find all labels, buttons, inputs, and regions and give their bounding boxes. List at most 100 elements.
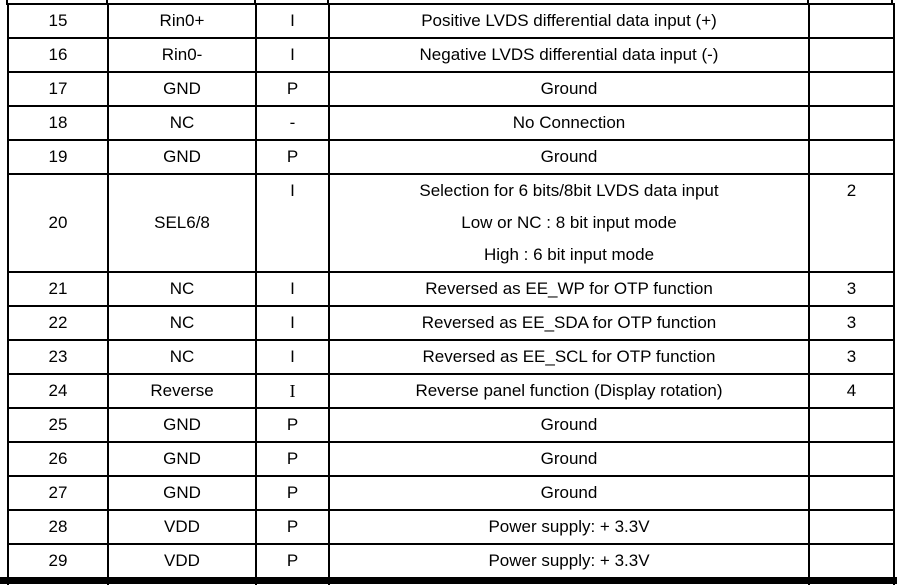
table-row: 18 NC - No Connection <box>7 105 895 141</box>
description-cell: Reverse panel function (Display rotation… <box>328 373 810 409</box>
description-cell: Positive LVDS differential data input (+… <box>328 3 810 39</box>
symbol-cell: GND <box>107 139 257 175</box>
description-cell: Ground <box>328 407 810 443</box>
description-line: Ground <box>540 147 598 166</box>
table-row: 17 GND P Ground <box>7 71 895 107</box>
table-row: 26 GND P Ground <box>7 441 895 477</box>
remark-cell: 4 <box>808 373 895 409</box>
io-cell: P <box>255 71 330 107</box>
remark-cell: 2 <box>808 173 895 273</box>
pin-number-cell: 18 <box>7 105 109 141</box>
table-row: 16 Rin0- I Negative LVDS differential da… <box>7 37 895 73</box>
symbol-cell: Reverse <box>107 373 257 409</box>
description-line: No Connection <box>512 113 626 132</box>
table-row: 28 VDD P Power supply: + 3.3V <box>7 509 895 545</box>
grid-line-stub <box>891 0 893 5</box>
table-row: 24 Reverse I Reverse panel function (Dis… <box>7 373 895 409</box>
description-cell: Ground <box>328 71 810 107</box>
symbol-cell: VDD <box>107 509 257 545</box>
remark-cell <box>808 441 895 477</box>
description-line: Selection for 6 bits/8bit LVDS data inpu… <box>419 181 719 200</box>
description-cell: Selection for 6 bits/8bit LVDS data inpu… <box>328 173 810 273</box>
grid-line-stub <box>106 0 108 5</box>
description-cell: Reversed as EE_SDA for OTP function <box>328 305 810 341</box>
description-cell: Ground <box>328 475 810 511</box>
description-line: Low or NC : 8 bit input mode <box>461 213 677 232</box>
remark-cell <box>808 71 895 107</box>
pin-number-cell: 27 <box>7 475 109 511</box>
symbol-cell: NC <box>107 305 257 341</box>
description-line: Ground <box>540 483 598 502</box>
io-cell: P <box>255 139 330 175</box>
io-cell: I <box>255 271 330 307</box>
description-line: Reversed as EE_SCL for OTP function <box>422 347 716 366</box>
io-cell: I <box>255 305 330 341</box>
pin-assignment-table: 15 Rin0+ I Positive LVDS differential da… <box>7 3 895 585</box>
grid-line-stub <box>327 0 329 5</box>
remark-cell <box>808 509 895 545</box>
description-line: Power supply: + 3.3V <box>488 551 650 570</box>
symbol-cell: Rin0+ <box>107 3 257 39</box>
table-row: 20 SEL6/8 I Selection for 6 bits/8bit LV… <box>7 173 895 273</box>
pin-number-cell: 26 <box>7 441 109 477</box>
io-cell: P <box>255 441 330 477</box>
symbol-cell: GND <box>107 71 257 107</box>
description-line: Reversed as EE_WP for OTP function <box>425 279 713 298</box>
grid-line-stub <box>6 0 8 5</box>
table-row: 21 NC I Reversed as EE_WP for OTP functi… <box>7 271 895 307</box>
symbol-cell: NC <box>107 339 257 375</box>
symbol-cell: NC <box>107 271 257 307</box>
pin-number-cell: 19 <box>7 139 109 175</box>
description-cell: Ground <box>328 139 810 175</box>
pin-number-cell: 28 <box>7 509 109 545</box>
remark-cell: 3 <box>808 339 895 375</box>
description-line: Power supply: + 3.3V <box>488 517 650 536</box>
description-line: Negative LVDS differential data input (-… <box>419 45 719 64</box>
description-line: Positive LVDS differential data input (+… <box>421 11 717 30</box>
remark-cell <box>808 543 895 579</box>
pin-number-cell: 25 <box>7 407 109 443</box>
io-cell: I <box>255 37 330 73</box>
remark-cell: 3 <box>808 271 895 307</box>
io-cell: I <box>255 373 330 409</box>
io-cell: I <box>255 3 330 39</box>
description-cell: Reversed as EE_SCL for OTP function <box>328 339 810 375</box>
pin-number-cell: 22 <box>7 305 109 341</box>
remark-cell <box>808 37 895 73</box>
table-row: 19 GND P Ground <box>7 139 895 175</box>
grid-line-stub <box>807 0 809 5</box>
table-row: 15 Rin0+ I Positive LVDS differential da… <box>7 3 895 39</box>
table-row: 29 VDD P Power supply: + 3.3V <box>7 543 895 579</box>
remark-cell: 3 <box>808 305 895 341</box>
remark-cell <box>808 105 895 141</box>
description-cell: Ground <box>328 441 810 477</box>
description-cell: Power supply: + 3.3V <box>328 509 810 545</box>
remark-cell <box>808 3 895 39</box>
pin-number-cell: 23 <box>7 339 109 375</box>
pin-number-cell: 20 <box>7 173 109 273</box>
io-cell: P <box>255 407 330 443</box>
io-cell: - <box>255 105 330 141</box>
symbol-cell: GND <box>107 475 257 511</box>
symbol-cell: GND <box>107 441 257 477</box>
pin-number-cell: 15 <box>7 3 109 39</box>
table-row: 22 NC I Reversed as EE_SDA for OTP funct… <box>7 305 895 341</box>
pin-number-cell: 17 <box>7 71 109 107</box>
description-line: Ground <box>540 449 598 468</box>
io-cell: P <box>255 543 330 579</box>
pin-number-cell: 29 <box>7 543 109 579</box>
io-cell: I <box>255 173 330 273</box>
description-cell: Power supply: + 3.3V <box>328 543 810 579</box>
description-line: Reverse panel function (Display rotation… <box>415 381 723 400</box>
remark-cell <box>808 407 895 443</box>
io-cell: I <box>255 339 330 375</box>
description-line: Ground <box>540 79 598 98</box>
pin-number-cell: 16 <box>7 37 109 73</box>
pin-number-cell: 21 <box>7 271 109 307</box>
description-line: Reversed as EE_SDA for OTP function <box>421 313 717 332</box>
remark-cell <box>808 139 895 175</box>
remark-cell <box>808 475 895 511</box>
symbol-cell: Rin0- <box>107 37 257 73</box>
io-cell: P <box>255 509 330 545</box>
